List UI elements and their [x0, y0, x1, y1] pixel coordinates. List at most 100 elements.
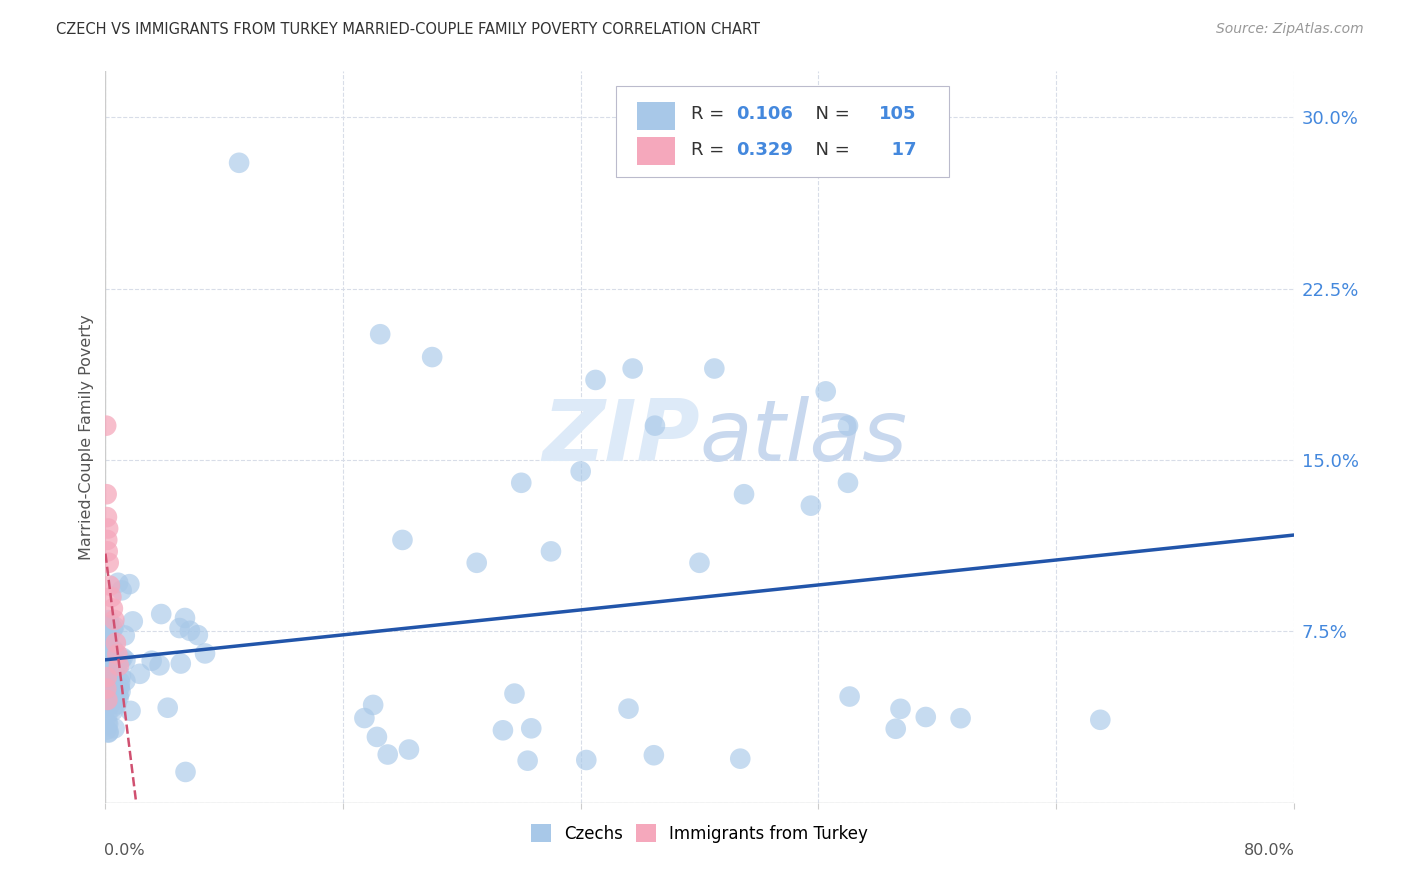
- Text: ZIP: ZIP: [541, 395, 700, 479]
- Point: [97, 724, 120, 739]
- Point: [96, 681, 118, 696]
- Point: [398, 742, 420, 756]
- Point: [103, 704, 125, 718]
- Point: [96, 510, 118, 524]
- Text: Source: ZipAtlas.com: Source: ZipAtlas.com: [1216, 22, 1364, 37]
- Point: [730, 752, 752, 766]
- Point: [110, 669, 132, 683]
- Point: [100, 679, 122, 693]
- Y-axis label: Married-Couple Family Poverty: Married-Couple Family Poverty: [79, 314, 94, 560]
- Point: [96, 653, 118, 667]
- Point: [103, 685, 125, 699]
- Bar: [637, 137, 675, 165]
- Point: [107, 690, 129, 705]
- Point: [814, 384, 837, 399]
- Point: [884, 722, 907, 736]
- Text: 17: 17: [879, 141, 917, 160]
- Point: [420, 350, 443, 364]
- Point: [179, 624, 201, 638]
- Point: [101, 601, 124, 615]
- Legend: Czechs, Immigrants from Turkey: Czechs, Immigrants from Turkey: [524, 818, 875, 849]
- Point: [361, 698, 384, 712]
- Point: [949, 711, 972, 725]
- Point: [96, 708, 118, 723]
- Point: [96, 686, 118, 700]
- Point: [96, 647, 118, 661]
- Point: [366, 730, 388, 744]
- Point: [108, 658, 131, 673]
- Point: [97, 621, 120, 635]
- Point: [98, 698, 121, 712]
- Point: [170, 657, 193, 671]
- Point: [353, 711, 375, 725]
- Point: [107, 575, 129, 590]
- Point: [96, 646, 118, 660]
- Text: N =: N =: [804, 104, 855, 123]
- Point: [228, 156, 250, 170]
- Point: [97, 639, 120, 653]
- Point: [575, 753, 598, 767]
- Point: [889, 702, 911, 716]
- Point: [96, 670, 118, 684]
- Point: [96, 693, 118, 707]
- Point: [837, 418, 859, 433]
- Point: [621, 361, 644, 376]
- Point: [105, 697, 128, 711]
- Point: [368, 327, 391, 342]
- Point: [98, 628, 121, 642]
- Point: [689, 556, 711, 570]
- Text: R =: R =: [692, 104, 730, 123]
- Point: [103, 643, 125, 657]
- Point: [174, 764, 197, 779]
- Point: [510, 475, 533, 490]
- Point: [98, 619, 121, 633]
- Point: [540, 544, 562, 558]
- Text: 0.329: 0.329: [737, 141, 793, 160]
- Point: [516, 754, 538, 768]
- Point: [97, 634, 120, 648]
- Point: [96, 487, 118, 501]
- Point: [104, 721, 127, 735]
- Point: [97, 618, 120, 632]
- Point: [585, 373, 607, 387]
- Point: [96, 640, 118, 655]
- Point: [111, 583, 134, 598]
- Point: [141, 654, 163, 668]
- Point: [733, 487, 755, 501]
- Point: [98, 579, 121, 593]
- Point: [100, 590, 122, 604]
- Point: [377, 747, 399, 762]
- Point: [97, 544, 120, 558]
- Point: [96, 723, 118, 737]
- Point: [96, 697, 118, 711]
- Point: [643, 748, 665, 763]
- Point: [837, 475, 859, 490]
- Text: 105: 105: [879, 104, 917, 123]
- Point: [105, 647, 128, 661]
- Point: [98, 665, 121, 680]
- Point: [121, 615, 143, 629]
- Point: [104, 687, 127, 701]
- Point: [107, 688, 129, 702]
- Point: [644, 418, 666, 433]
- Point: [97, 681, 120, 696]
- Point: [97, 675, 120, 690]
- Point: [703, 361, 725, 376]
- FancyBboxPatch shape: [616, 86, 949, 178]
- Point: [100, 676, 122, 690]
- Point: [120, 704, 142, 718]
- Point: [465, 556, 488, 570]
- Point: [97, 556, 120, 570]
- Point: [114, 673, 136, 688]
- Point: [110, 684, 132, 698]
- Text: 80.0%: 80.0%: [1244, 843, 1295, 858]
- Point: [96, 533, 118, 547]
- Point: [391, 533, 413, 547]
- Point: [503, 687, 526, 701]
- Point: [194, 647, 217, 661]
- Point: [617, 701, 640, 715]
- Point: [156, 700, 179, 714]
- Point: [1090, 713, 1112, 727]
- Point: [838, 690, 860, 704]
- Point: [96, 716, 118, 731]
